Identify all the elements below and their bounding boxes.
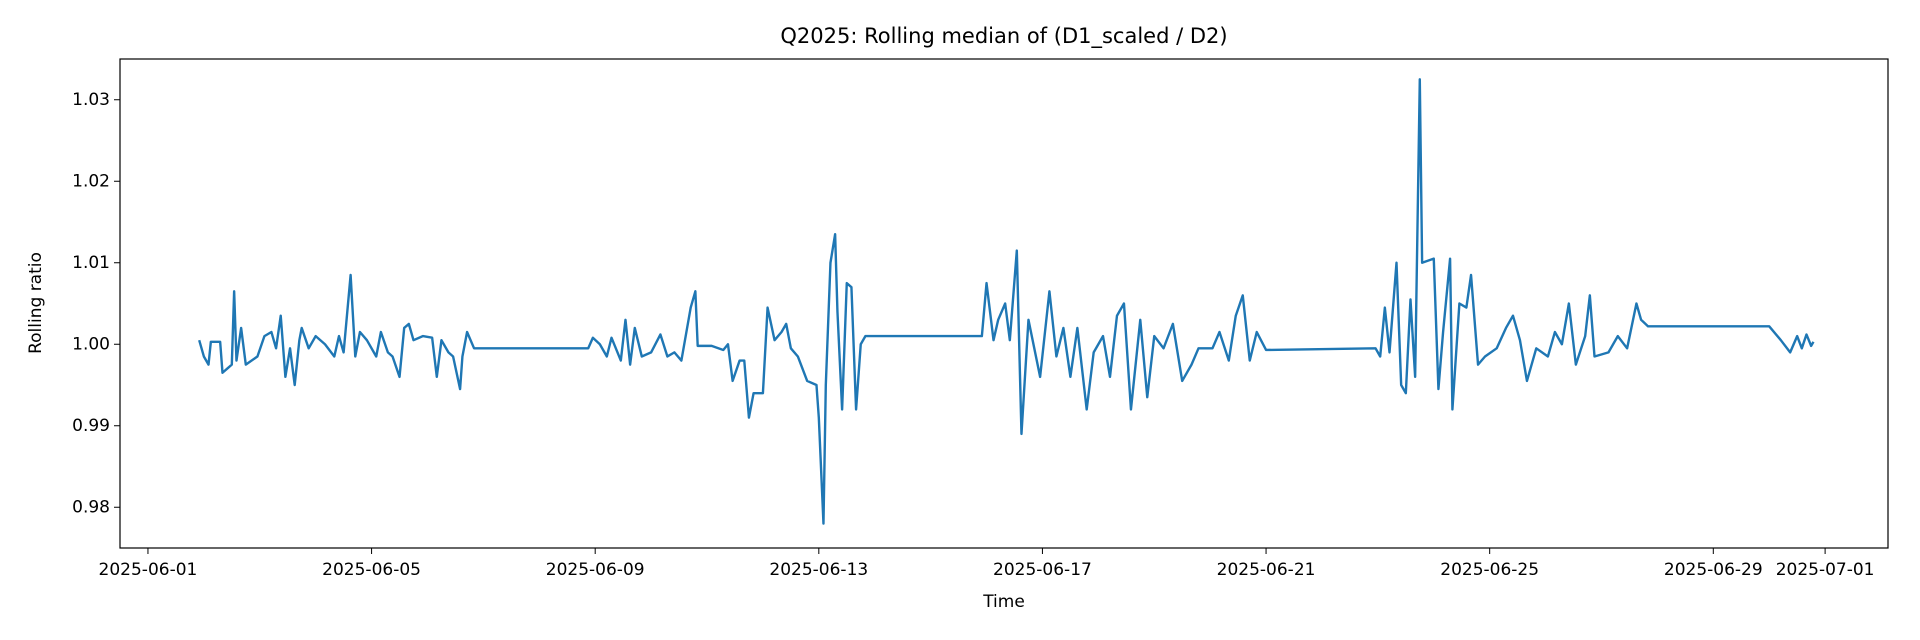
y-tick-label: 1.03 xyxy=(72,90,110,110)
chart-title: Q2025: Rolling median of (D1_scaled / D2… xyxy=(780,24,1227,49)
x-tick-label: 2025-06-13 xyxy=(769,560,868,580)
x-tick-label: 2025-06-25 xyxy=(1440,560,1539,580)
x-axis-label: Time xyxy=(982,592,1025,612)
data-line xyxy=(198,78,1815,525)
x-tick-label: 2025-06-05 xyxy=(322,560,421,580)
x-tick-label: 2025-06-01 xyxy=(99,560,198,580)
plot-frame xyxy=(119,58,1889,549)
y-tick-label: 1.02 xyxy=(72,171,110,191)
x-tick-label: 2025-06-29 xyxy=(1664,560,1763,580)
x-tick-label: 2025-07-01 xyxy=(1776,560,1875,580)
y-tick-label: 1.01 xyxy=(72,253,110,273)
y-tick-label: 1.00 xyxy=(72,334,110,354)
x-tick-label: 2025-06-21 xyxy=(1217,560,1316,580)
y-tick-label: 0.98 xyxy=(72,497,110,517)
y-tick-label: 0.99 xyxy=(72,416,110,436)
y-axis-label: Rolling ratio xyxy=(26,252,46,354)
x-tick-label: 2025-06-17 xyxy=(993,560,1092,580)
x-tick-label: 2025-06-09 xyxy=(546,560,645,580)
